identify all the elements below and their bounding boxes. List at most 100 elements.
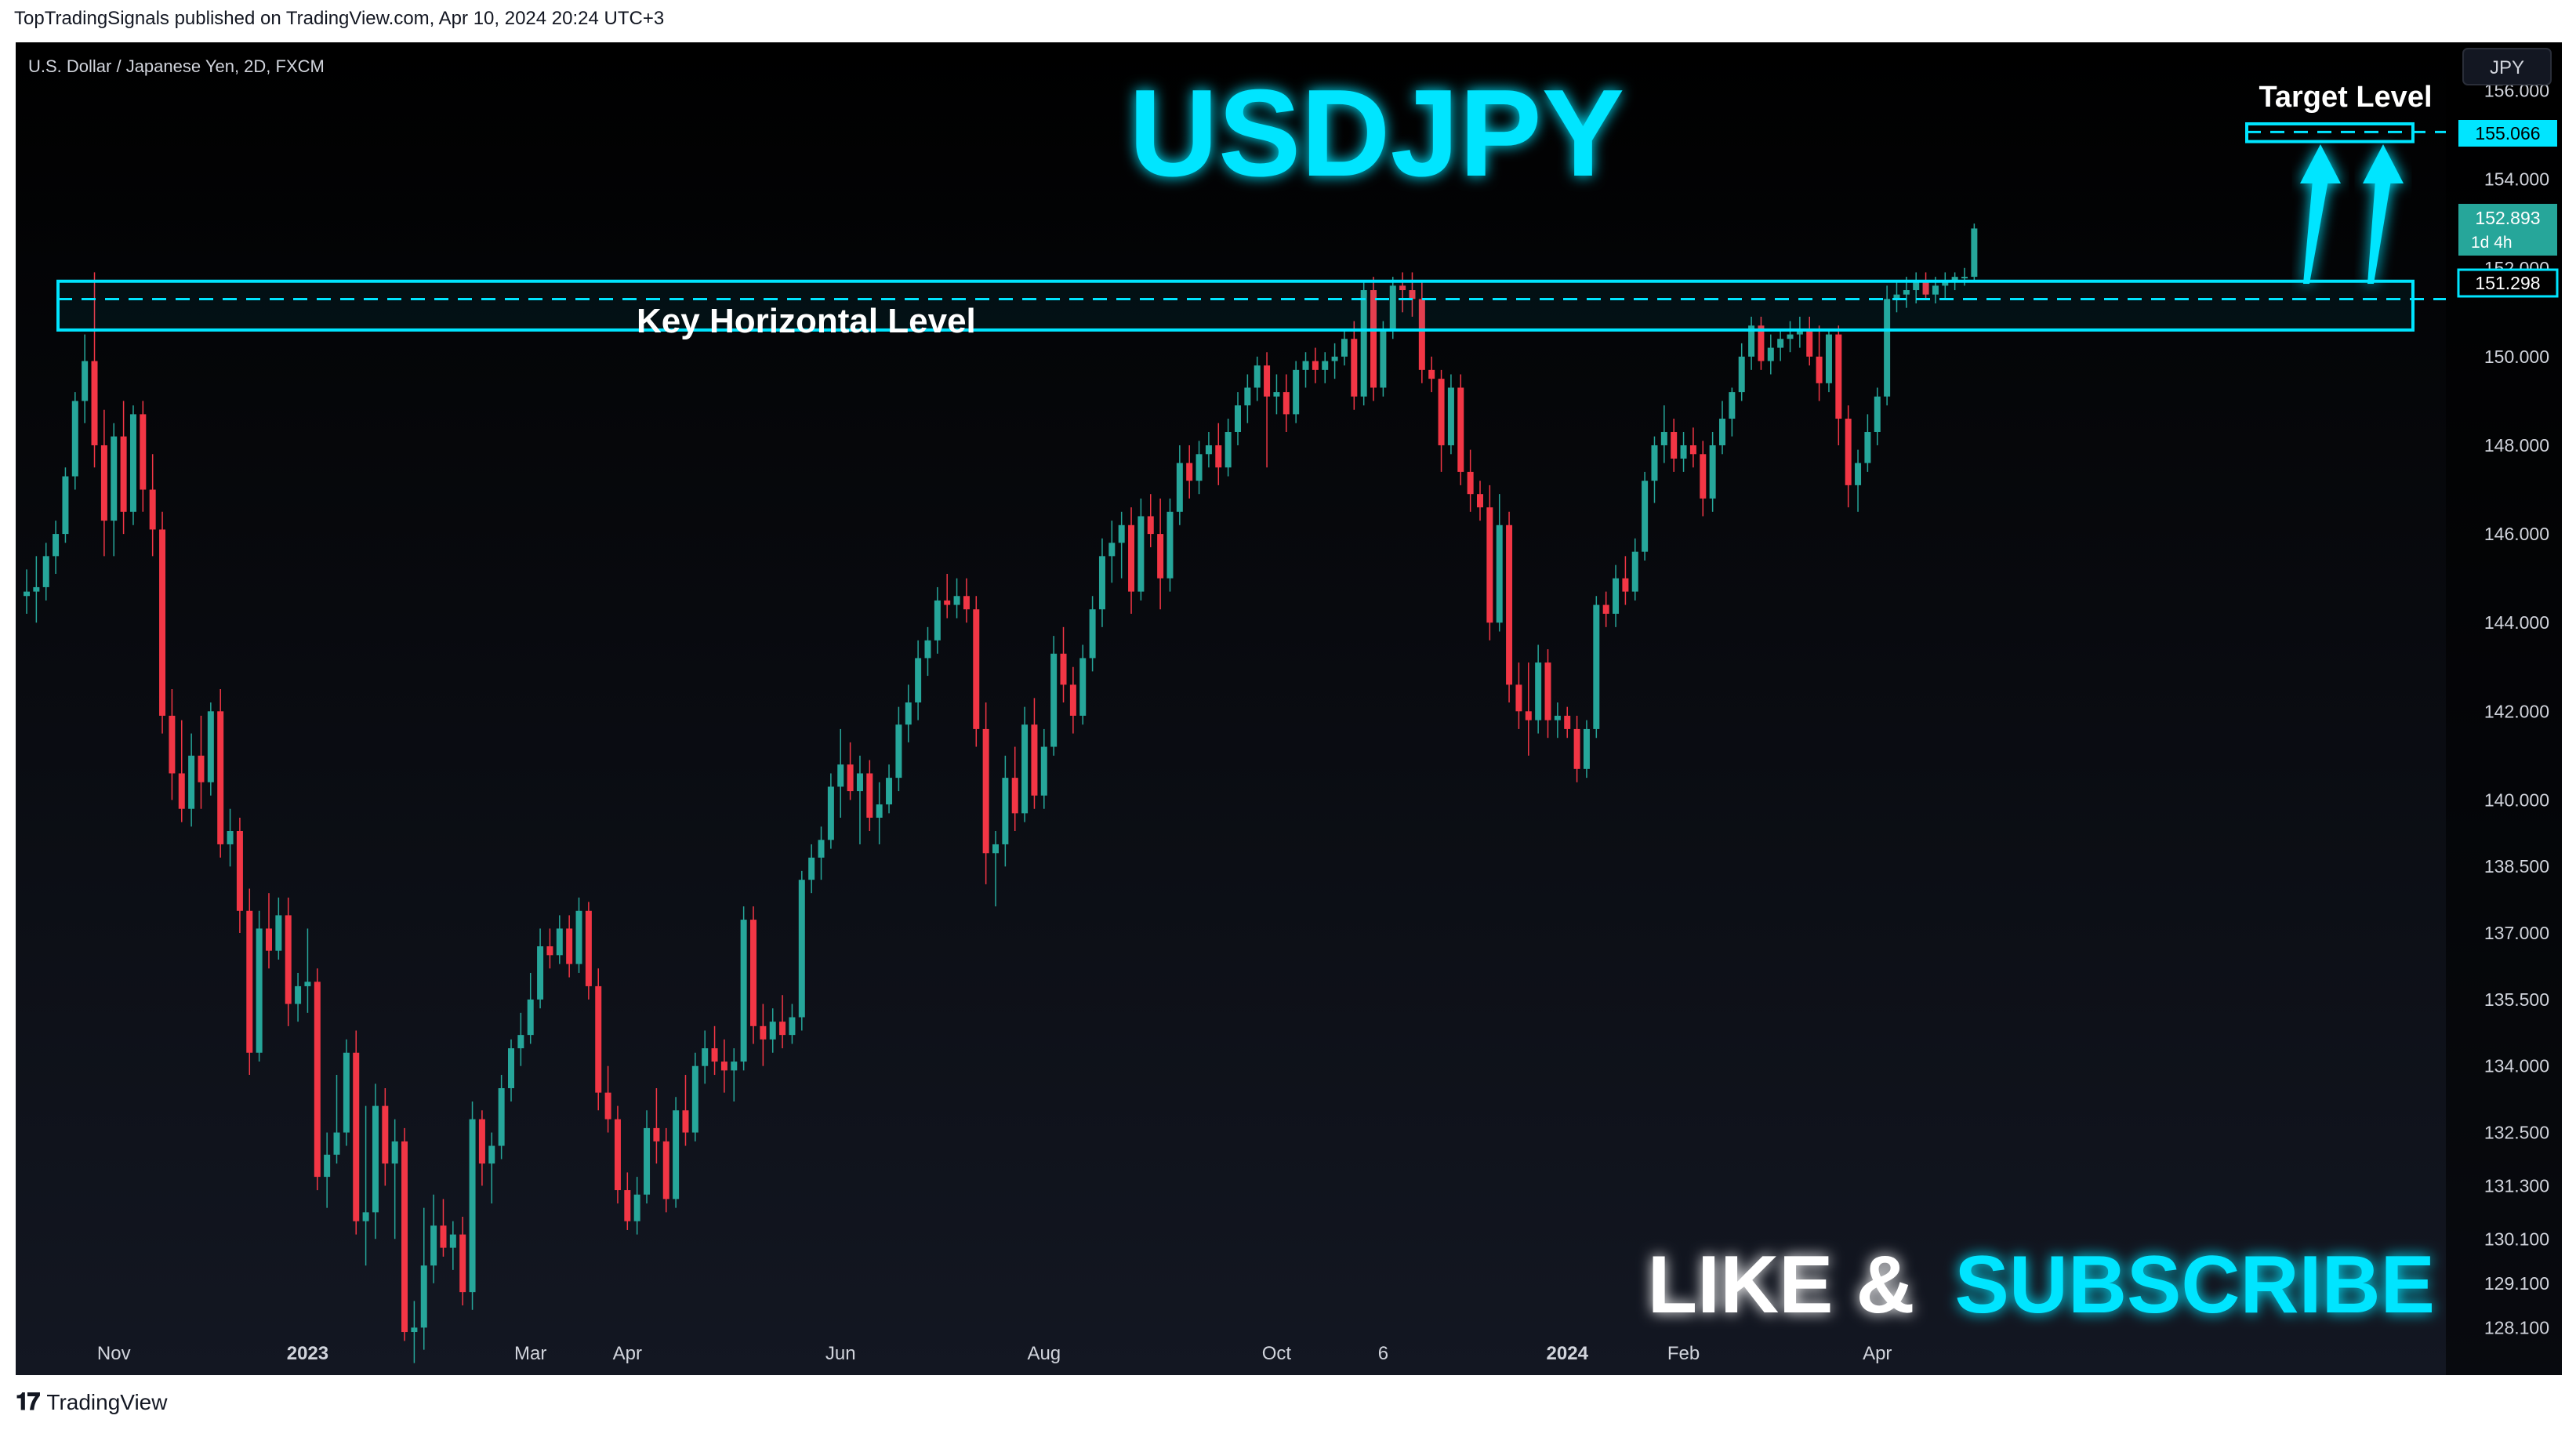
currency-button-label[interactable]: JPY [2490,57,2524,78]
candle [1244,374,1251,423]
candle-body [644,1127,651,1195]
candle-body [1108,543,1116,557]
candle-body [1399,285,1406,291]
candle-body [585,910,592,986]
candle-body [391,1141,398,1164]
candle-body [1447,387,1454,445]
candle-body [1089,609,1096,659]
candle [1108,521,1116,583]
candle-body [779,1022,786,1036]
y-tick-label: 128.100 [2484,1317,2549,1337]
candle-body [382,1105,389,1164]
candle-body [469,1119,476,1293]
candle [973,596,980,747]
candle [944,573,951,619]
y-tick-label: 140.000 [2484,789,2549,810]
candle-body [1651,445,1658,481]
candle-body [198,755,205,782]
candle [401,1127,408,1341]
candle [1176,445,1183,525]
candle-body [1021,724,1029,814]
candle-body [188,755,195,809]
candle-body [42,556,49,587]
candle-body [1235,405,1241,433]
candle-body [1787,334,1794,339]
candle-body [24,591,30,597]
candle-body [53,534,60,557]
candle-body [662,1141,669,1200]
candle [1264,352,1271,468]
candle [566,915,573,978]
candle-body [1186,463,1193,481]
candle-body [1438,379,1445,445]
candle [1283,374,1290,433]
candle-body [1874,396,1881,433]
candle [1438,369,1445,472]
candle-body [1457,387,1464,472]
cta-subscribe: SUBSCRIBE [1954,1239,2435,1330]
chart-title: USDJPY [1129,64,1624,202]
candle [740,906,747,1071]
zones-layer [56,122,2446,332]
candle [682,1075,689,1146]
candle [644,1110,651,1204]
candle-body [333,1132,340,1155]
candle-body [1128,524,1135,592]
candle-body [353,1052,360,1221]
candle [1447,374,1454,455]
candle [24,569,30,614]
candle-body [1050,653,1058,747]
candle [420,1207,427,1350]
candle [895,706,902,792]
x-tick-label: Jun [825,1343,856,1364]
target-arrow-2 [2363,144,2404,284]
candle-body [1951,277,1958,281]
candle-body [1283,392,1290,415]
candle-body [711,1048,718,1062]
candle [1273,374,1280,415]
candle [1069,666,1076,734]
x-tick-label: Mar [514,1343,546,1364]
candle [673,1097,680,1208]
candle-body [1002,778,1009,844]
y-tick-label: 132.500 [2484,1123,2549,1143]
symbol-description: U.S. Dollar / Japanese Yen, 2D, FXCM [28,56,325,76]
candle [333,1075,340,1164]
footer-logo-text[interactable]: TradingView [46,1390,168,1414]
candle [808,844,815,894]
candle-body [1293,369,1300,415]
candle [847,742,854,800]
candle-body [604,1092,611,1120]
candle-body [808,857,815,880]
candle [1651,436,1658,503]
y-tick-label: 146.000 [2484,524,2549,544]
candle [604,1065,611,1133]
candle [818,826,825,880]
y-tick-label: 130.100 [2484,1229,2549,1249]
candle [1225,419,1232,477]
candle-body [1370,290,1377,388]
candle-body [449,1234,456,1248]
candle-body [1079,658,1087,716]
candle [314,968,321,1191]
candle [1457,374,1464,485]
key-level-price-label: 151.298 [2457,268,2559,298]
x-tick-label: Apr [1863,1343,1892,1364]
price-chart[interactable]: U.S. Dollar / Japanese Yen, 2D, FXCM USD… [16,42,2562,1375]
candle [1040,728,1047,809]
x-tick-label: Apr [613,1343,642,1364]
candle-body [1060,653,1067,685]
tradingview-logo-icon[interactable]: 𝟏𝟕 [16,1389,40,1415]
currency-button[interactable]: JPY [2462,48,2552,85]
candle-body [1360,290,1367,397]
candle-body [100,445,107,521]
candle [1544,649,1551,739]
candle [1689,427,1696,468]
candle [120,401,127,535]
candle-body [1845,419,1852,485]
candle [1166,498,1174,592]
candle [575,897,582,973]
target-price-text: 155.066 [2475,123,2540,143]
candle-body [266,928,272,951]
candle [1554,702,1561,739]
